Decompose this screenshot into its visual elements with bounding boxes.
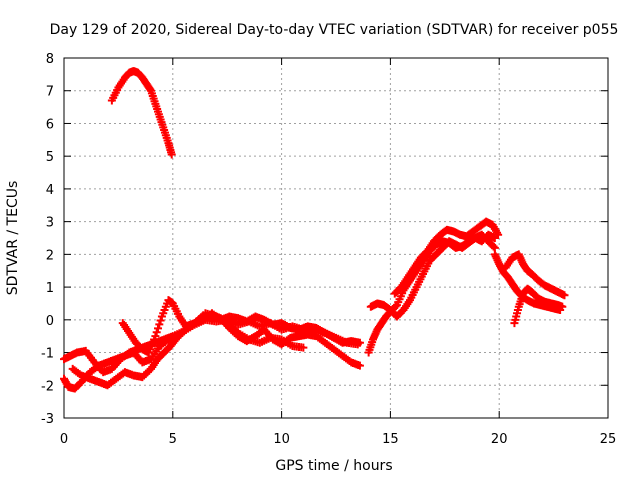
data-point [167,150,176,159]
data-point [299,343,308,352]
x-tick-label: 5 [169,432,177,447]
series-arc-d [118,296,364,357]
y-tick-label: 1 [46,281,54,296]
y-tick-label: 0 [46,314,54,329]
series-arc-i [501,250,569,300]
y-tick-label: 8 [46,52,54,67]
y-tick-label: -2 [41,379,54,394]
data-point [494,230,503,239]
x-axis-label: GPS time / hours [275,458,392,474]
data-point [558,302,567,311]
x-tick-label: 10 [273,432,290,447]
y-tick-label: 2 [46,248,54,263]
data-point [560,291,569,300]
y-tick-label: 3 [46,216,54,231]
axis-ticks: -3 -2 -1 0 1 2 3 4 5 6 7 8 0 5 10 15 20 25 [41,52,616,447]
y-tick-label: 4 [46,183,54,198]
data-points [60,67,569,393]
y-tick-label: -3 [41,412,54,427]
chart-title: Day 129 of 2020, Sidereal Day-to-day VTE… [50,22,619,38]
x-tick-label: 25 [600,432,617,447]
x-tick-label: 0 [60,432,68,447]
data-point [156,316,165,325]
data-point [391,302,400,311]
data-point [152,328,161,337]
y-tick-label: -1 [41,347,54,362]
y-tick-label: 6 [46,117,54,132]
series-arc-j [510,284,567,328]
y-tick-label: 5 [46,150,54,165]
data-point [155,320,164,329]
y-tick-label: 7 [46,85,54,100]
series-arc-g [390,217,503,298]
data-point [489,242,498,251]
y-axis-label: SDTVAR / TECUs [5,181,21,296]
data-point [151,332,160,341]
x-tick-label: 20 [491,432,508,447]
series-arc-f [366,230,499,321]
x-tick-label: 15 [382,432,399,447]
data-point [154,324,163,333]
data-point [355,338,364,347]
plot-frame [63,57,609,419]
series-arc-high [107,67,176,159]
data-point [355,361,364,370]
